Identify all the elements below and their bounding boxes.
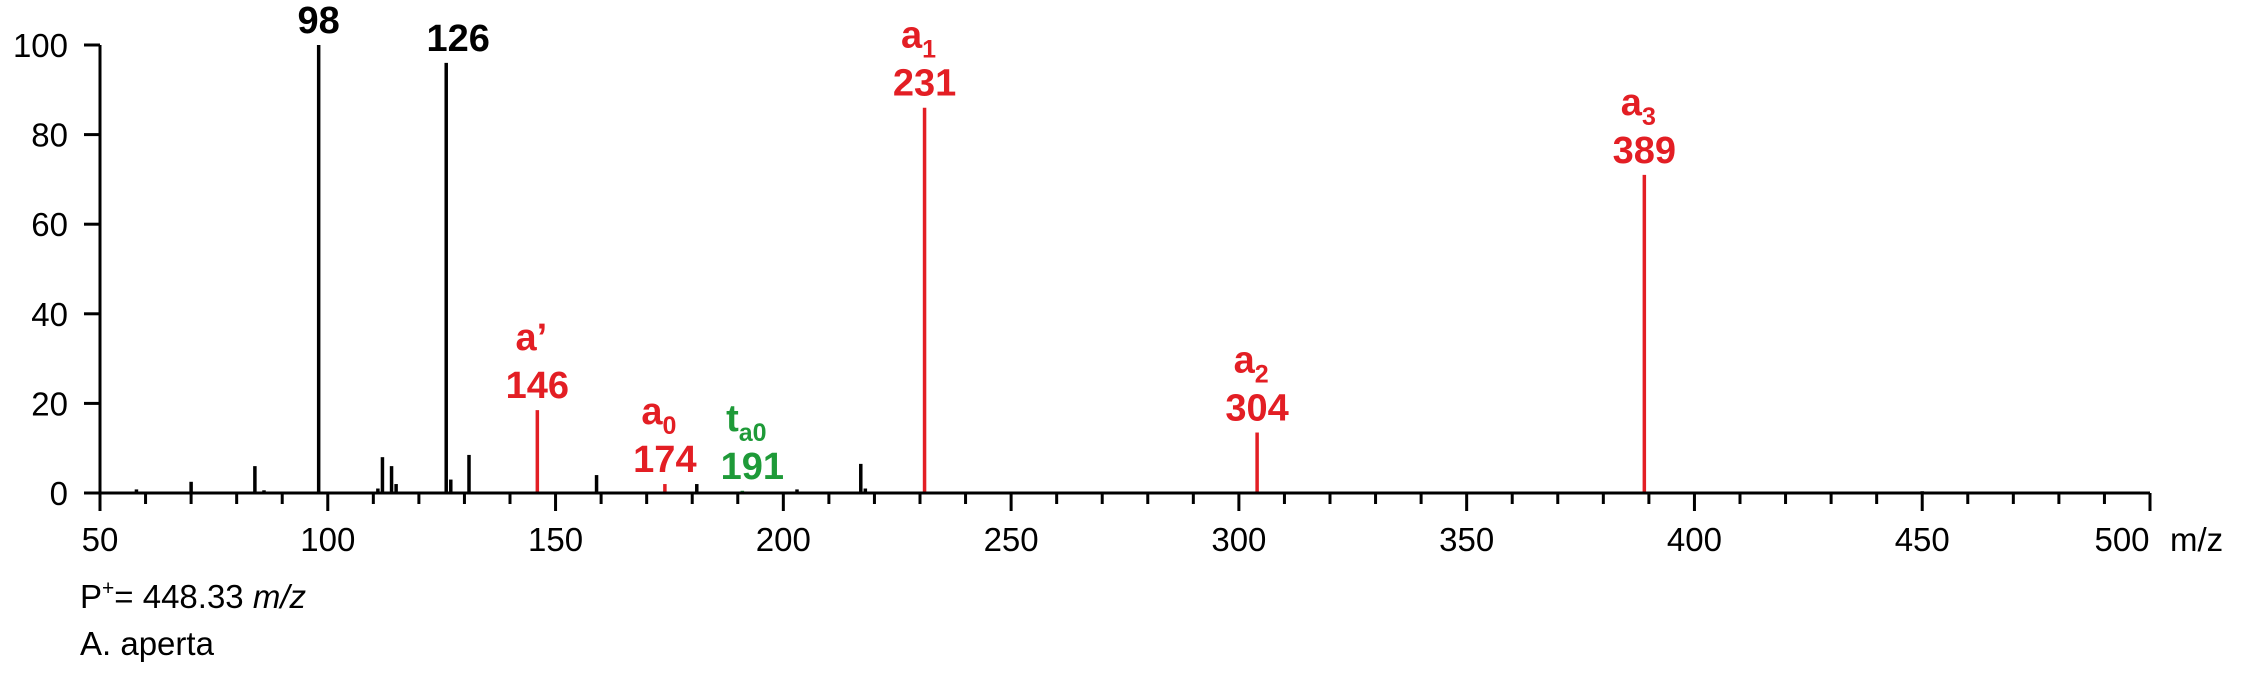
x-axis-unit: m/z	[2170, 521, 2223, 558]
y-tick-label-80: 80	[31, 117, 68, 154]
y-tick-label-60: 60	[31, 206, 68, 243]
x-tick-label-150: 150	[528, 521, 583, 558]
ion-label-304: a2	[1234, 340, 1269, 389]
x-tick-label-100: 100	[300, 521, 355, 558]
spectrum-peaks	[134, 45, 1924, 493]
peak-label-98: 98	[298, 0, 340, 42]
x-tick-label-200: 200	[756, 521, 811, 558]
peak-label-191: 191	[721, 446, 784, 488]
precursor-value: = 448.33	[114, 578, 253, 615]
ion-sub-231: 1	[922, 36, 936, 64]
ion-sub-191: a0	[739, 419, 767, 447]
x-tick-label-300: 300	[1211, 521, 1266, 558]
precursor-note: P+= 448.33 m/z	[80, 577, 306, 616]
ion-label-174: a0	[641, 391, 676, 440]
ion-label-146: a’	[515, 317, 547, 359]
ion-label-389: a3	[1621, 82, 1656, 131]
peak-label-231: 231	[893, 63, 956, 105]
ion-label-231: a1	[901, 15, 936, 64]
y-tick-label-40: 40	[31, 296, 68, 333]
peak-label-146: 146	[506, 365, 569, 407]
ion-sub-304: 2	[1255, 361, 1269, 389]
x-tick-label-400: 400	[1667, 521, 1722, 558]
axes: 50 100 150 200 250 300 350 400 450 500 m/z02040608…	[13, 27, 2223, 558]
ion-label-191: ta0	[726, 398, 766, 447]
x-tick-label-250: 250	[984, 521, 1039, 558]
y-tick-label-20: 20	[31, 385, 68, 422]
x-tick-label-500: 500	[2094, 521, 2149, 558]
x-tick-label-350: 350	[1439, 521, 1494, 558]
species-name: A. aperta	[80, 625, 214, 662]
precursor-charge: +	[102, 577, 115, 600]
ion-sub-174: 0	[663, 412, 677, 440]
peak-label-174: 174	[633, 439, 696, 481]
peak-label-389: 389	[1613, 130, 1676, 172]
y-tick-label-100: 100	[13, 27, 68, 64]
y-tick-label-0: 0	[50, 475, 68, 512]
precursor-unit: m/z	[252, 578, 306, 615]
peak-label-304: 304	[1225, 388, 1288, 430]
x-tick-label-50: 50	[82, 521, 119, 558]
x-tick-label-450: 450	[1895, 521, 1950, 558]
precursor-prefix: P	[80, 578, 103, 615]
ion-sub-146: ’	[537, 317, 548, 359]
peak-label-126: 126	[427, 18, 490, 60]
ion-sub-389: 3	[1642, 103, 1656, 131]
